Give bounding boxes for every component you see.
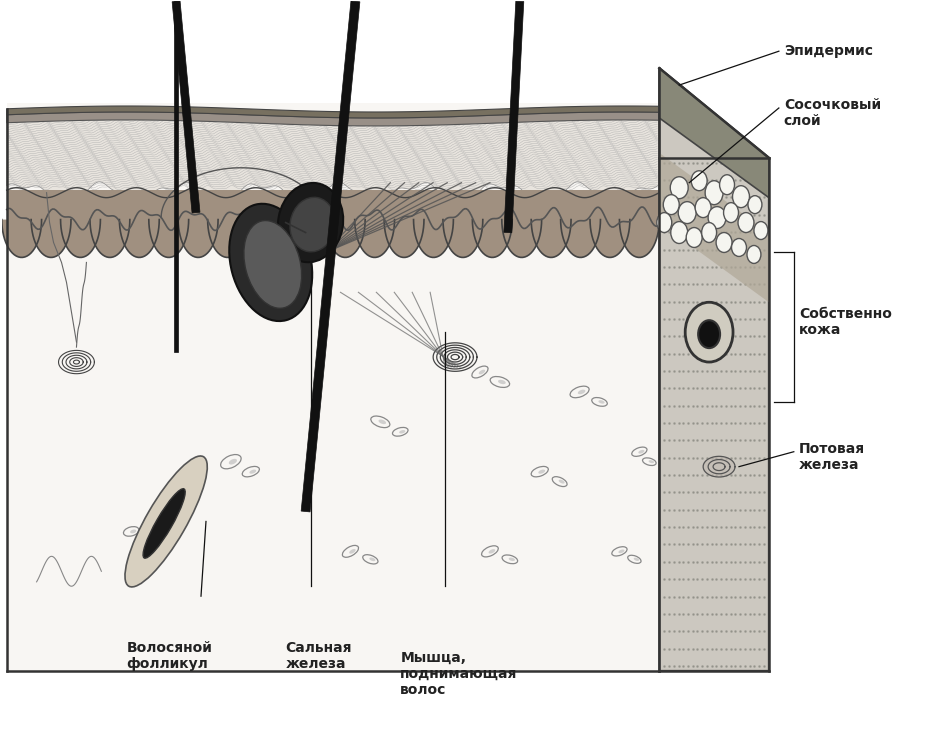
Text: Волосяной
фолликул: Волосяной фолликул: [126, 641, 212, 672]
Ellipse shape: [349, 549, 355, 553]
Ellipse shape: [498, 380, 506, 384]
Ellipse shape: [638, 450, 645, 453]
Polygon shape: [502, 220, 541, 257]
Polygon shape: [237, 220, 277, 257]
Ellipse shape: [143, 489, 185, 558]
Polygon shape: [659, 68, 769, 198]
Ellipse shape: [634, 558, 639, 561]
Ellipse shape: [509, 557, 515, 561]
Polygon shape: [149, 220, 189, 257]
Polygon shape: [31, 220, 71, 257]
Text: Сальная
железа: Сальная железа: [286, 641, 352, 672]
Ellipse shape: [278, 183, 343, 262]
Ellipse shape: [732, 186, 749, 208]
Ellipse shape: [400, 430, 405, 434]
Text: Эпидермис: Эпидермис: [784, 44, 873, 58]
Polygon shape: [2, 220, 41, 257]
Ellipse shape: [698, 320, 720, 348]
Ellipse shape: [696, 198, 711, 217]
Polygon shape: [354, 220, 395, 257]
Polygon shape: [7, 112, 659, 126]
Ellipse shape: [705, 180, 723, 205]
Text: Мышца,
поднимающая
волос: Мышца, поднимающая волос: [400, 651, 518, 697]
Ellipse shape: [754, 222, 768, 239]
Ellipse shape: [229, 204, 312, 321]
Ellipse shape: [599, 400, 604, 404]
Polygon shape: [659, 68, 769, 671]
Ellipse shape: [679, 202, 697, 223]
Text: Потовая
железа: Потовая железа: [799, 441, 865, 472]
Ellipse shape: [731, 238, 746, 256]
Ellipse shape: [747, 245, 760, 263]
Polygon shape: [208, 220, 247, 257]
Ellipse shape: [748, 196, 762, 214]
Ellipse shape: [716, 232, 732, 253]
Ellipse shape: [578, 390, 586, 394]
Ellipse shape: [478, 370, 485, 374]
Ellipse shape: [249, 469, 257, 474]
Polygon shape: [619, 220, 659, 257]
Polygon shape: [443, 220, 483, 257]
Polygon shape: [590, 220, 630, 257]
Ellipse shape: [558, 480, 565, 484]
Ellipse shape: [701, 223, 716, 242]
Ellipse shape: [685, 302, 733, 362]
Polygon shape: [7, 106, 659, 118]
Polygon shape: [325, 220, 365, 257]
Polygon shape: [659, 153, 769, 302]
Ellipse shape: [243, 220, 302, 308]
Polygon shape: [172, 1, 200, 213]
Polygon shape: [179, 220, 218, 257]
Polygon shape: [414, 220, 453, 257]
Polygon shape: [384, 220, 424, 257]
Ellipse shape: [369, 557, 375, 561]
Ellipse shape: [125, 456, 208, 587]
Bar: [7, 190, 659, 223]
Polygon shape: [90, 220, 130, 257]
Ellipse shape: [228, 459, 237, 465]
Ellipse shape: [290, 197, 336, 252]
Polygon shape: [119, 220, 159, 257]
Ellipse shape: [379, 420, 386, 424]
Polygon shape: [296, 220, 336, 257]
Ellipse shape: [686, 228, 702, 247]
Ellipse shape: [664, 195, 680, 214]
Ellipse shape: [671, 222, 688, 244]
Ellipse shape: [489, 549, 495, 553]
Bar: [7, 103, 659, 671]
Polygon shape: [301, 1, 360, 512]
Polygon shape: [7, 111, 659, 199]
Ellipse shape: [720, 174, 734, 195]
Ellipse shape: [145, 541, 151, 545]
Ellipse shape: [691, 171, 707, 191]
Ellipse shape: [670, 177, 688, 199]
Ellipse shape: [619, 550, 624, 553]
Polygon shape: [703, 456, 735, 477]
Polygon shape: [504, 2, 524, 232]
Ellipse shape: [657, 213, 672, 232]
Text: Сосочковый
слой: Сосочковый слой: [784, 98, 881, 128]
Ellipse shape: [708, 207, 726, 229]
Ellipse shape: [539, 469, 545, 474]
Polygon shape: [60, 220, 101, 257]
Polygon shape: [560, 220, 601, 257]
Polygon shape: [473, 220, 512, 257]
Ellipse shape: [130, 529, 136, 533]
Polygon shape: [531, 220, 572, 257]
Polygon shape: [266, 220, 306, 257]
Ellipse shape: [724, 202, 739, 223]
Text: Собственно
кожа: Собственно кожа: [799, 307, 892, 338]
Ellipse shape: [738, 213, 754, 232]
Polygon shape: [174, 2, 178, 352]
Ellipse shape: [649, 460, 654, 463]
